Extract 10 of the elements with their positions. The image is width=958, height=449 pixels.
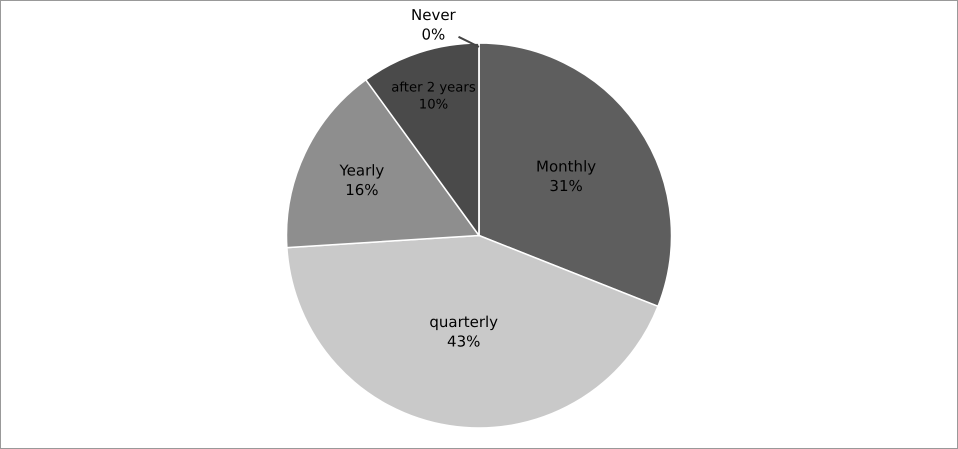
- data-label: 16%: [345, 180, 379, 199]
- data-label: 31%: [549, 177, 583, 196]
- data-label: 43%: [447, 332, 480, 350]
- slice-label: Yearly: [338, 161, 384, 180]
- slice-label: quarterly: [429, 312, 498, 331]
- slice-label: Monthly: [536, 158, 596, 176]
- slice-label: after 2 years: [391, 80, 476, 96]
- category-label: Never: [411, 6, 456, 24]
- data-label: 10%: [418, 98, 448, 113]
- text: 0%: [421, 26, 446, 44]
